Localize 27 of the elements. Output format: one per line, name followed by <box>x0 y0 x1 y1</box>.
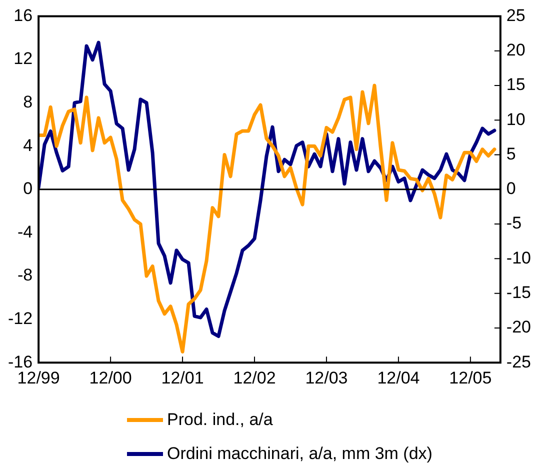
x-tick-label: 12/02 <box>233 368 276 388</box>
y2-tick-label: -25 <box>506 352 532 372</box>
y2-tick-label: -15 <box>506 283 532 302</box>
y2-tick-label: 20 <box>506 40 526 60</box>
y-tick-label: 16 <box>14 6 33 25</box>
x-tick-label: 12/00 <box>89 368 132 388</box>
y-tick-label: 4 <box>23 136 33 155</box>
y-tick-label: 8 <box>23 92 33 112</box>
y2-tick-label: 15 <box>506 75 526 94</box>
legend-label: Prod. ind., a/a <box>167 410 273 430</box>
x-tick-label: 12/01 <box>161 368 204 388</box>
y2-tick-label: 5 <box>506 144 516 164</box>
legend-label: Ordini macchinari, a/a, mm 3m (dx) <box>167 444 432 464</box>
y2-tick-label: 0 <box>506 179 516 198</box>
x-tick-label: 12/04 <box>377 368 420 388</box>
y2-tick-label: 25 <box>506 6 526 25</box>
y2-tick-label: -20 <box>506 318 532 337</box>
x-tick-label: 12/05 <box>449 368 492 388</box>
y-tick-label: 12 <box>14 49 33 68</box>
y-tick-label: 0 <box>23 179 33 198</box>
x-tick-label: 12/03 <box>305 368 348 388</box>
y-tick-label: -8 <box>17 266 33 285</box>
y2-tick-label: 10 <box>506 110 526 129</box>
y-tick-label: -4 <box>17 222 33 242</box>
y2-tick-label: -5 <box>506 214 522 233</box>
y2-tick-label: -10 <box>506 248 532 268</box>
y-tick-label: -12 <box>8 308 33 328</box>
